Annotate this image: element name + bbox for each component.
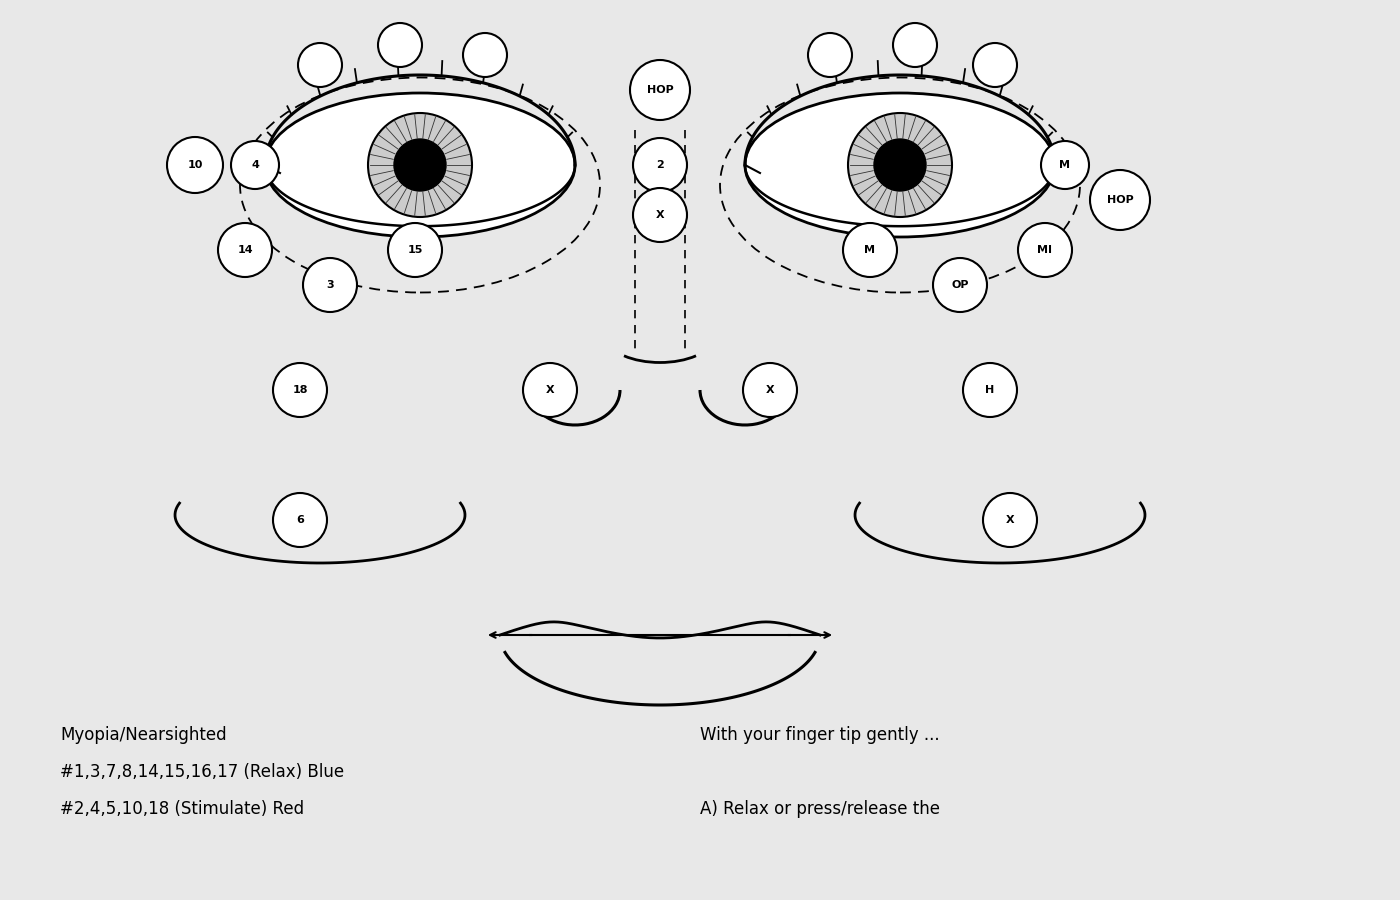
Text: OP: OP (951, 280, 969, 290)
Circle shape (874, 139, 925, 191)
Circle shape (848, 113, 952, 217)
Circle shape (368, 113, 472, 217)
Text: H: H (986, 385, 994, 395)
Text: 6: 6 (295, 515, 304, 525)
Circle shape (302, 258, 357, 312)
Text: 14: 14 (237, 245, 253, 255)
Text: 2: 2 (657, 160, 664, 170)
Text: 18: 18 (293, 385, 308, 395)
Text: With your finger tip gently ...: With your finger tip gently ... (700, 726, 939, 744)
Circle shape (630, 60, 690, 120)
Circle shape (743, 363, 797, 417)
Circle shape (983, 493, 1037, 547)
Circle shape (393, 139, 447, 191)
Circle shape (298, 43, 342, 87)
Text: 15: 15 (407, 245, 423, 255)
Circle shape (1042, 141, 1089, 189)
Circle shape (273, 493, 328, 547)
Text: A) Relax or press/release the: A) Relax or press/release the (700, 800, 939, 818)
Text: 3: 3 (326, 280, 333, 290)
Circle shape (167, 137, 223, 193)
Circle shape (463, 33, 507, 77)
Ellipse shape (745, 93, 1056, 237)
Text: X: X (1005, 515, 1015, 525)
Text: X: X (766, 385, 774, 395)
Text: 4: 4 (251, 160, 259, 170)
Text: HOP: HOP (1106, 195, 1134, 205)
Circle shape (1091, 170, 1149, 230)
Circle shape (378, 23, 421, 67)
Text: #1,3,7,8,14,15,16,17 (Relax) Blue: #1,3,7,8,14,15,16,17 (Relax) Blue (60, 763, 344, 781)
Circle shape (218, 223, 272, 277)
Circle shape (633, 188, 687, 242)
Circle shape (843, 223, 897, 277)
Ellipse shape (265, 93, 575, 237)
Text: M: M (1060, 160, 1071, 170)
Circle shape (273, 363, 328, 417)
Circle shape (932, 258, 987, 312)
Text: X: X (655, 210, 665, 220)
Circle shape (893, 23, 937, 67)
Circle shape (1018, 223, 1072, 277)
Text: MI: MI (1037, 245, 1053, 255)
Text: HOP: HOP (647, 85, 673, 95)
Text: 10: 10 (188, 160, 203, 170)
Text: M: M (864, 245, 875, 255)
Circle shape (231, 141, 279, 189)
Circle shape (388, 223, 442, 277)
Circle shape (633, 138, 687, 192)
Text: Myopia/Nearsighted: Myopia/Nearsighted (60, 726, 227, 744)
Circle shape (524, 363, 577, 417)
Circle shape (808, 33, 853, 77)
Text: X: X (546, 385, 554, 395)
Text: #2,4,5,10,18 (Stimulate) Red: #2,4,5,10,18 (Stimulate) Red (60, 800, 304, 818)
Circle shape (963, 363, 1016, 417)
Circle shape (973, 43, 1016, 87)
